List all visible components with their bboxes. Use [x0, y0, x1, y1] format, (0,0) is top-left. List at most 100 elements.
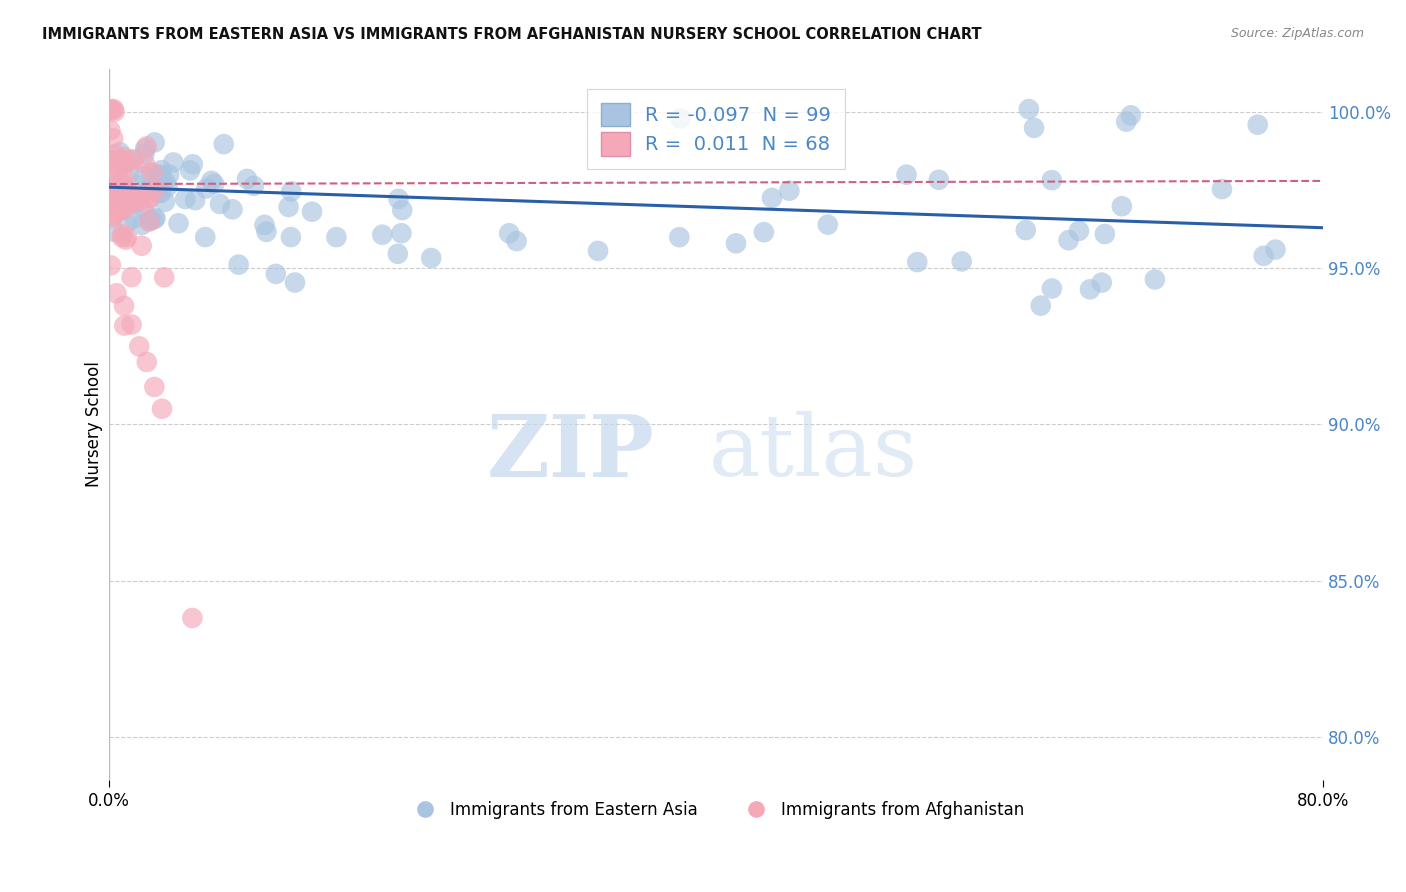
Point	[928, 173, 950, 187]
Point	[134, 157, 156, 171]
Point	[167, 216, 190, 230]
Point	[1094, 227, 1116, 241]
Point	[724, 236, 747, 251]
Point	[1078, 282, 1101, 296]
Point	[111, 230, 134, 244]
Point	[112, 202, 135, 217]
Point	[778, 184, 800, 198]
Point	[104, 201, 127, 215]
Point	[143, 380, 166, 394]
Point	[1018, 102, 1040, 116]
Point	[100, 123, 122, 137]
Point	[1029, 299, 1052, 313]
Point	[100, 190, 122, 204]
Point	[100, 102, 122, 116]
Point	[280, 185, 302, 199]
Point	[139, 212, 162, 227]
Point	[139, 191, 162, 205]
Point	[121, 187, 143, 202]
Point	[391, 226, 413, 240]
Point	[103, 225, 125, 239]
Point	[110, 202, 132, 217]
Point	[118, 197, 141, 211]
Point	[1143, 272, 1166, 286]
Point	[112, 318, 135, 333]
Point	[668, 230, 690, 244]
Point	[104, 178, 127, 192]
Point	[150, 163, 173, 178]
Point	[103, 104, 125, 119]
Point	[101, 131, 124, 145]
Point	[143, 183, 166, 197]
Point	[108, 153, 131, 167]
Point	[277, 200, 299, 214]
Point	[111, 177, 134, 191]
Point	[100, 186, 122, 200]
Point	[150, 401, 173, 416]
Point	[228, 258, 250, 272]
Point	[1040, 281, 1063, 295]
Point	[387, 192, 409, 206]
Point	[103, 174, 125, 188]
Text: Source: ZipAtlas.com: Source: ZipAtlas.com	[1230, 27, 1364, 40]
Point	[105, 154, 128, 169]
Point	[181, 157, 204, 171]
Point	[1015, 223, 1038, 237]
Point	[143, 212, 166, 227]
Point	[752, 225, 775, 239]
Point	[103, 189, 125, 203]
Point	[212, 137, 235, 152]
Point	[420, 251, 443, 265]
Point	[131, 218, 153, 232]
Point	[101, 103, 124, 117]
Point	[905, 255, 928, 269]
Point	[139, 166, 162, 180]
Point	[105, 286, 128, 301]
Point	[100, 182, 122, 196]
Point	[103, 147, 125, 161]
Y-axis label: Nursery School: Nursery School	[86, 361, 103, 487]
Point	[121, 270, 143, 285]
Point	[138, 182, 160, 196]
Point	[325, 230, 347, 244]
Point	[101, 153, 124, 168]
Point	[221, 202, 243, 217]
Point	[387, 247, 409, 261]
Point	[101, 211, 124, 225]
Point	[118, 194, 141, 208]
Text: ZIP: ZIP	[486, 411, 654, 495]
Point	[153, 174, 176, 188]
Point	[284, 276, 307, 290]
Point	[138, 213, 160, 227]
Point	[202, 177, 225, 191]
Point	[1115, 114, 1137, 128]
Point	[103, 102, 125, 116]
Point	[157, 168, 180, 182]
Point	[138, 214, 160, 228]
Point	[146, 186, 169, 201]
Point	[131, 239, 153, 253]
Point	[100, 259, 122, 273]
Point	[1022, 120, 1045, 135]
Point	[586, 244, 609, 258]
Point	[950, 254, 973, 268]
Point	[896, 168, 918, 182]
Point	[150, 186, 173, 200]
Point	[100, 161, 122, 175]
Point	[145, 168, 167, 182]
Point	[100, 192, 122, 206]
Point	[253, 218, 276, 232]
Point	[280, 230, 302, 244]
Point	[128, 339, 150, 353]
Point	[1040, 173, 1063, 187]
Point	[142, 179, 165, 194]
Point	[114, 193, 136, 207]
Point	[1211, 182, 1233, 196]
Point	[391, 202, 413, 217]
Point	[1247, 118, 1270, 132]
Point	[115, 193, 138, 207]
Point	[134, 147, 156, 161]
Point	[115, 216, 138, 230]
Point	[101, 188, 124, 202]
Point	[132, 169, 155, 183]
